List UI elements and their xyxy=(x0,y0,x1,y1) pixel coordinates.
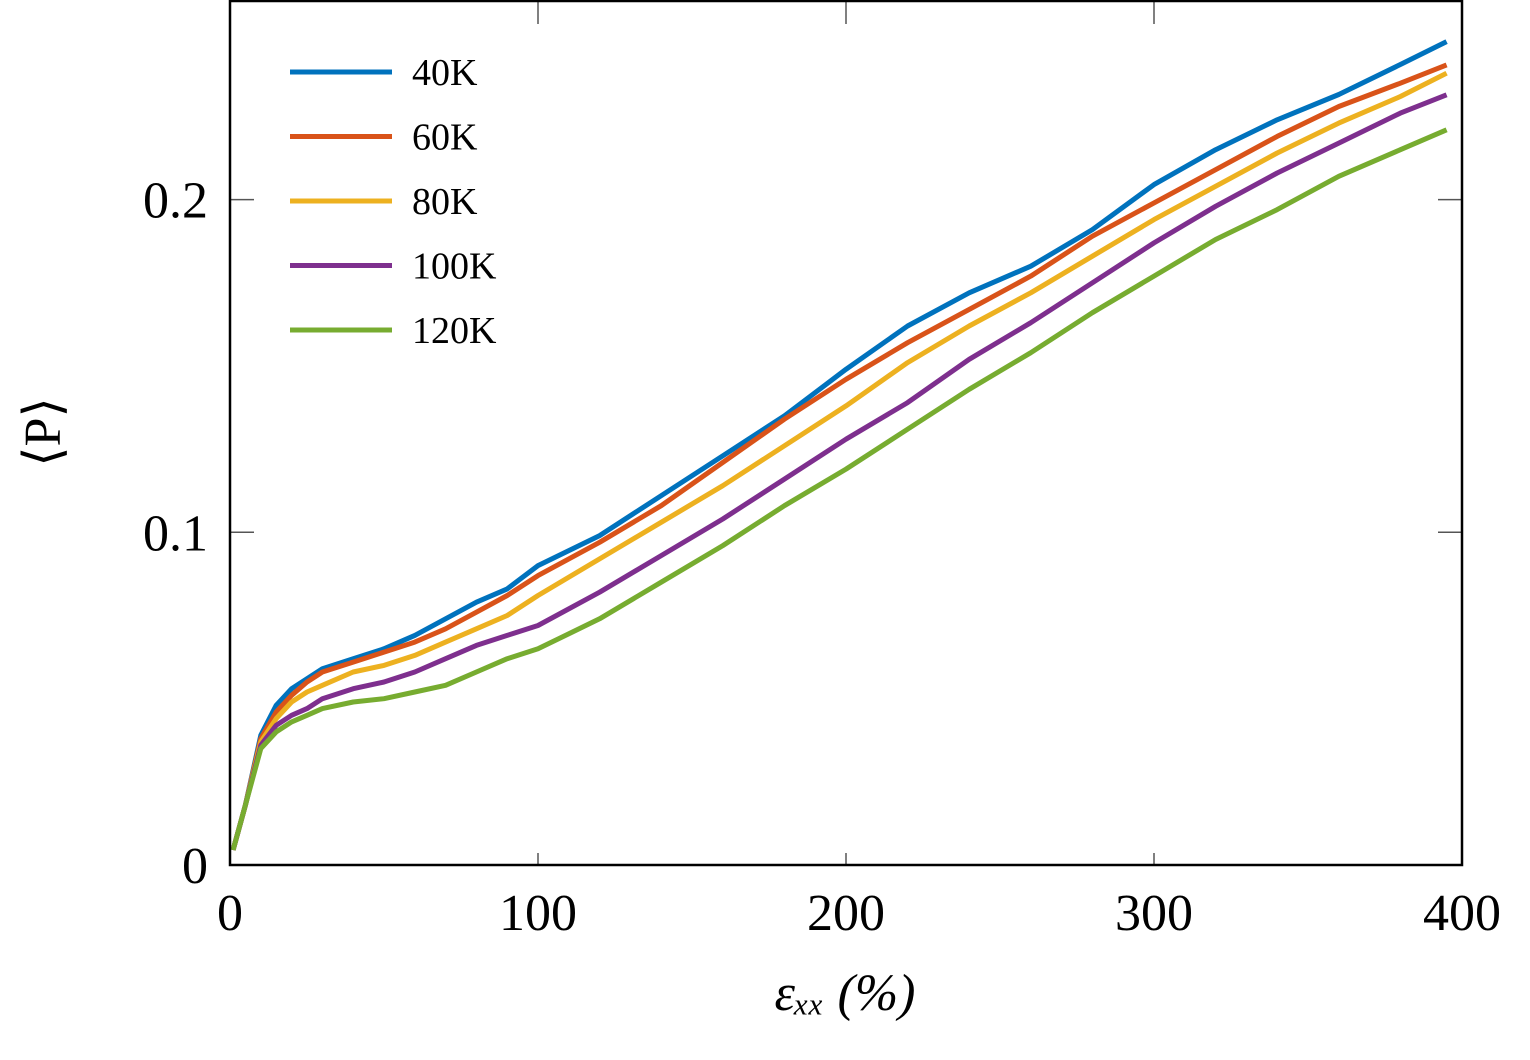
x-tick-label: 200 xyxy=(807,885,885,942)
x-axis-label: εₓₓ (%) xyxy=(775,965,916,1022)
series-line xyxy=(230,39,1448,851)
y-tick-label: 0.1 xyxy=(143,505,208,562)
x-tick-label: 0 xyxy=(217,885,243,942)
series-line xyxy=(230,92,1448,851)
x-tick-label: 100 xyxy=(499,885,577,942)
series-line xyxy=(230,70,1448,851)
legend-label: 60K xyxy=(412,117,478,159)
legend-label: 100K xyxy=(412,246,497,288)
legend-label: 40K xyxy=(412,52,478,94)
y-tick-label: 0 xyxy=(182,838,208,895)
x-tick-label: 400 xyxy=(1423,885,1501,942)
y-tick-label: 0.2 xyxy=(143,173,208,230)
series-line xyxy=(230,127,1448,851)
x-tick-label: 300 xyxy=(1115,885,1193,942)
series-line xyxy=(230,62,1448,851)
legend-label: 80K xyxy=(412,181,478,223)
legend-label: 120K xyxy=(412,310,497,352)
y-axis-label: ⟨P⟩ xyxy=(15,397,72,467)
plot-frame xyxy=(228,0,1464,867)
